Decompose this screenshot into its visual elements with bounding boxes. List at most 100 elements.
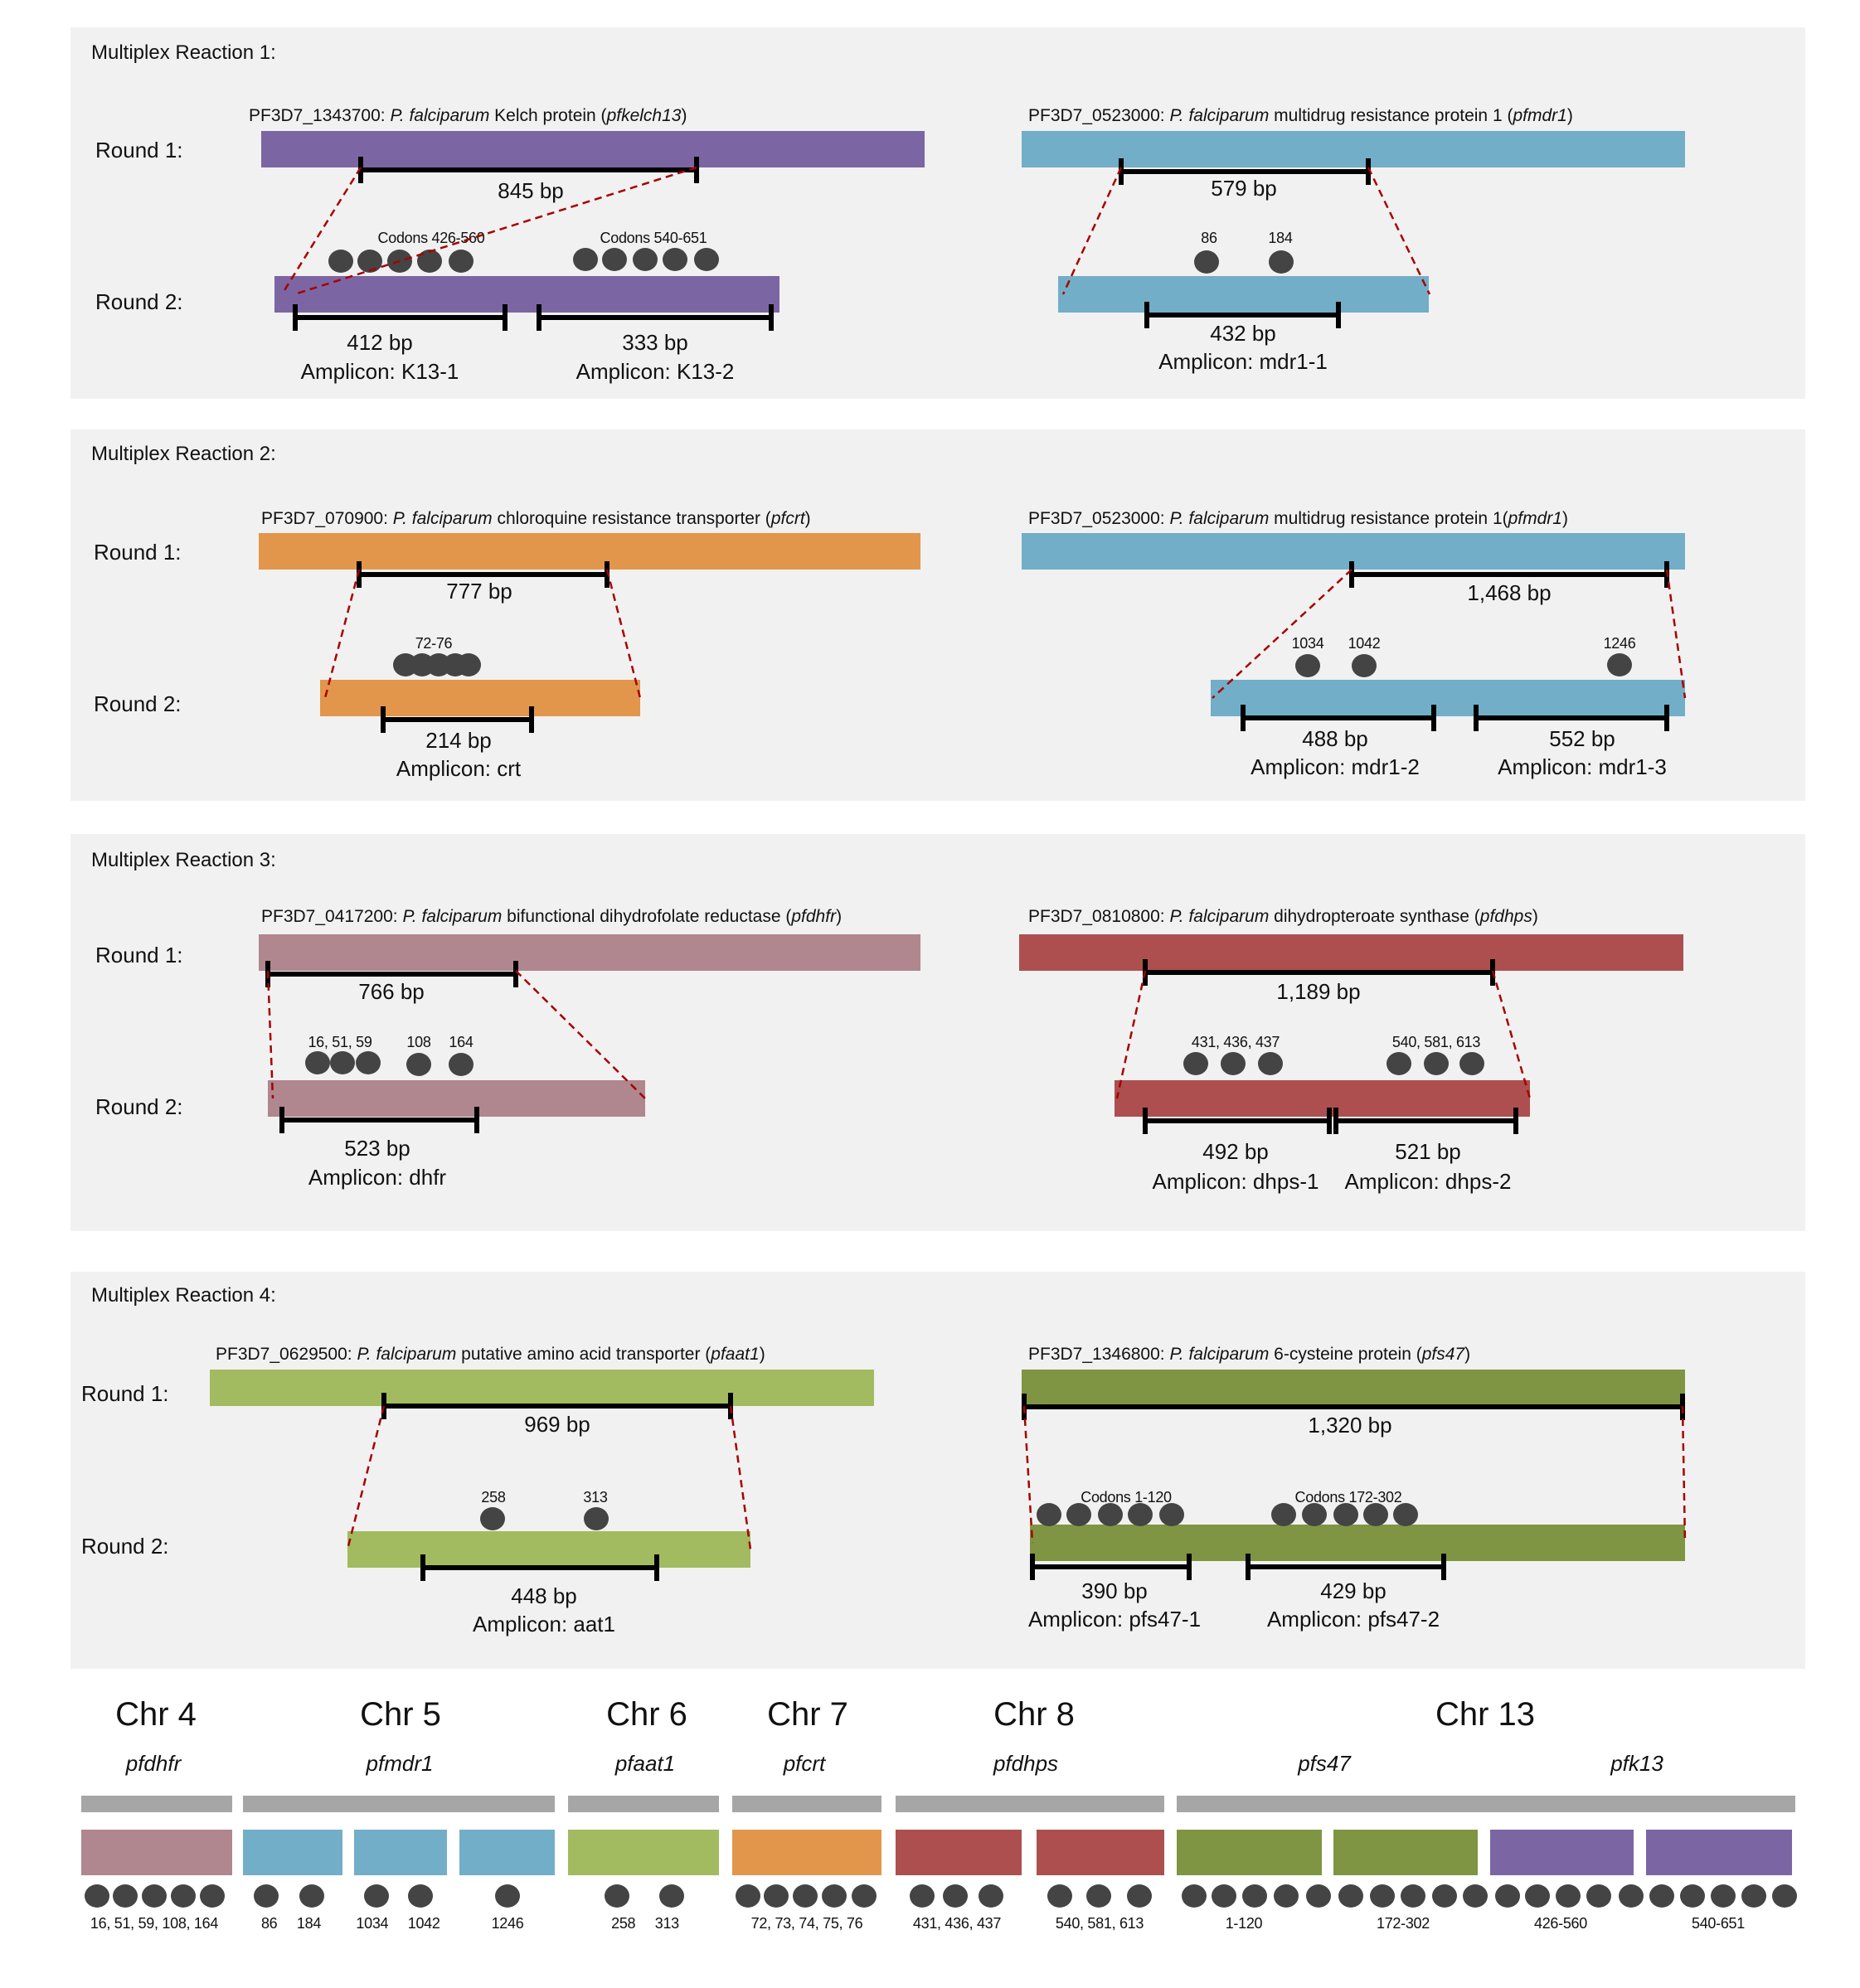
round-1-amplicon-bracket-tick bbox=[358, 157, 363, 183]
round-1-bar bbox=[259, 934, 920, 971]
snp-marker-dot bbox=[480, 1507, 505, 1530]
round-2-amplicon-bracket bbox=[1476, 715, 1667, 720]
round-2-amplicon-bracket bbox=[1243, 715, 1434, 720]
snp-marker-dot bbox=[1242, 1884, 1267, 1908]
snp-marker-dot bbox=[1037, 1503, 1061, 1526]
round-2-amplicon-bracket bbox=[423, 1565, 657, 1570]
round-2-amplicon-bracket-tick bbox=[1441, 1554, 1446, 1580]
amplicon-size: 429 bp bbox=[1320, 1578, 1387, 1603]
gene-block bbox=[1490, 1830, 1634, 1875]
snp-marker-dot bbox=[1607, 653, 1632, 676]
round-2-amplicon-bracket bbox=[1145, 1118, 1329, 1123]
codon-positions-label: 1-120 bbox=[1225, 1915, 1263, 1932]
round-1-amplicon-bracket-tick bbox=[265, 961, 270, 987]
snp-marker-dot bbox=[979, 1884, 1003, 1908]
snp-marker-dot bbox=[328, 250, 353, 273]
snp-marker-dot bbox=[1393, 1503, 1418, 1526]
panel-title: Multiplex Reaction 3: bbox=[91, 849, 276, 871]
gene-title: PF3D7_0629500: P. falciparum putative am… bbox=[216, 1345, 765, 1364]
snp-marker-dot bbox=[495, 1884, 520, 1908]
chromosome-gene-label: pfaat1 bbox=[614, 1751, 676, 1776]
chromosome-gene-label: pfdhps bbox=[993, 1751, 1059, 1776]
round-1-size: 969 bp bbox=[524, 1412, 590, 1437]
gene-block bbox=[459, 1830, 555, 1875]
snp-marker-dot bbox=[408, 1884, 433, 1908]
codon-label: 1246 bbox=[1603, 635, 1636, 652]
round-1-label: Round 1: bbox=[94, 540, 182, 565]
snp-marker-dot bbox=[1432, 1884, 1457, 1908]
round-2-amplicon-bracket-tick bbox=[420, 1554, 425, 1581]
round-1-amplicon-bracket bbox=[1352, 572, 1667, 577]
snp-marker-dot bbox=[736, 1884, 760, 1908]
snp-marker-dot bbox=[1295, 654, 1320, 677]
round-2-amplicon-bracket-tick bbox=[769, 304, 774, 331]
codon-label: Codons 426-560 bbox=[377, 230, 485, 246]
round-2-amplicon-bracket-tick bbox=[1030, 1554, 1035, 1580]
codon-label: 108 bbox=[406, 1034, 431, 1050]
snp-marker-dot bbox=[1127, 1884, 1152, 1908]
snp-marker-dot bbox=[659, 1884, 684, 1908]
round-2-label: Round 2: bbox=[81, 1534, 169, 1559]
amplicon-name: Amplicon: dhfr bbox=[308, 1165, 447, 1190]
chromosome-gene-label: pfs47 bbox=[1298, 1751, 1351, 1776]
round-1-amplicon-bracket bbox=[384, 1404, 731, 1409]
snp-marker-dot bbox=[299, 1884, 324, 1908]
snp-marker-dot bbox=[356, 1051, 381, 1074]
chromosome-label: Chr 5 bbox=[360, 1696, 441, 1733]
gene-block bbox=[354, 1830, 447, 1875]
round-2-amplicon-bracket-tick bbox=[654, 1554, 659, 1581]
snp-marker-dot bbox=[456, 653, 481, 676]
snp-marker-dot bbox=[1194, 250, 1219, 274]
amplicon-name: Amplicon: pfs47-1 bbox=[1027, 1607, 1202, 1632]
amplicon-size: 333 bp bbox=[622, 330, 688, 355]
chromosome-bar bbox=[1177, 1796, 1795, 1812]
amplicon-name: Amplicon: dhps-1 bbox=[1152, 1169, 1319, 1194]
multiplex-panel-4 bbox=[70, 1272, 1805, 1669]
panel-title: Multiplex Reaction 1: bbox=[91, 41, 276, 64]
round-1-size: 777 bp bbox=[446, 579, 512, 604]
round-1-amplicon-bracket-tick bbox=[1349, 561, 1354, 588]
round-1-size: 845 bp bbox=[498, 178, 564, 203]
gene-title: PF3D7_1343700: P. falciparum Kelch prote… bbox=[249, 106, 687, 125]
round-2-amplicon-bracket-tick bbox=[474, 1107, 479, 1133]
multiplex-panel-2 bbox=[70, 429, 1805, 801]
round-1-bar bbox=[1019, 934, 1683, 971]
snp-marker-dot bbox=[417, 250, 442, 273]
round-2-amplicon-bracket-tick bbox=[1144, 302, 1149, 328]
round-2-amplicon-bracket-tick bbox=[279, 1107, 284, 1133]
snp-marker-dot bbox=[1306, 1884, 1331, 1908]
snp-marker-dot bbox=[449, 250, 473, 273]
round-2-amplicon-bracket-tick bbox=[1327, 1108, 1332, 1134]
round-2-bar bbox=[320, 680, 640, 716]
round-1-label: Round 1: bbox=[95, 138, 183, 162]
snp-marker-dot bbox=[1271, 1503, 1296, 1526]
round-1-amplicon-bracket-tick bbox=[728, 1393, 733, 1419]
round-1-bar bbox=[261, 131, 925, 167]
round-1-amplicon-bracket-tick bbox=[1664, 561, 1669, 588]
gene-block bbox=[1037, 1830, 1164, 1875]
round-2-bar bbox=[347, 1531, 750, 1568]
round-2-amplicon-bracket-tick bbox=[1246, 1554, 1251, 1580]
snp-marker-dot bbox=[793, 1884, 818, 1908]
snp-marker-dot bbox=[171, 1884, 196, 1908]
amplicon-size: 432 bp bbox=[1210, 321, 1276, 346]
chromosome-label: Chr 7 bbox=[767, 1696, 848, 1733]
snp-marker-dot bbox=[602, 248, 627, 271]
gene-block bbox=[1333, 1830, 1478, 1875]
snp-marker-dot bbox=[1274, 1884, 1299, 1908]
round-1-amplicon-bracket-tick bbox=[1680, 1394, 1685, 1420]
snp-marker-dot bbox=[584, 1507, 609, 1530]
gene-block bbox=[896, 1830, 1022, 1875]
round-1-size: 579 bp bbox=[1211, 176, 1277, 201]
gene-title: PF3D7_0523000: P. falciparum multidrug r… bbox=[1028, 106, 1573, 125]
snp-marker-dot bbox=[663, 248, 687, 271]
snp-marker-dot bbox=[694, 248, 719, 271]
snp-marker-dot bbox=[1047, 1884, 1072, 1908]
codon-positions-label: 431, 436, 437 bbox=[912, 1915, 1002, 1932]
round-2-amplicon-bracket bbox=[1336, 1118, 1516, 1123]
round-1-amplicon-bracket-tick bbox=[381, 1393, 386, 1419]
round-2-amplicon-bracket-tick bbox=[1474, 705, 1479, 731]
snp-marker-dot bbox=[1387, 1052, 1411, 1075]
chromosome-label: Chr 8 bbox=[993, 1696, 1075, 1733]
